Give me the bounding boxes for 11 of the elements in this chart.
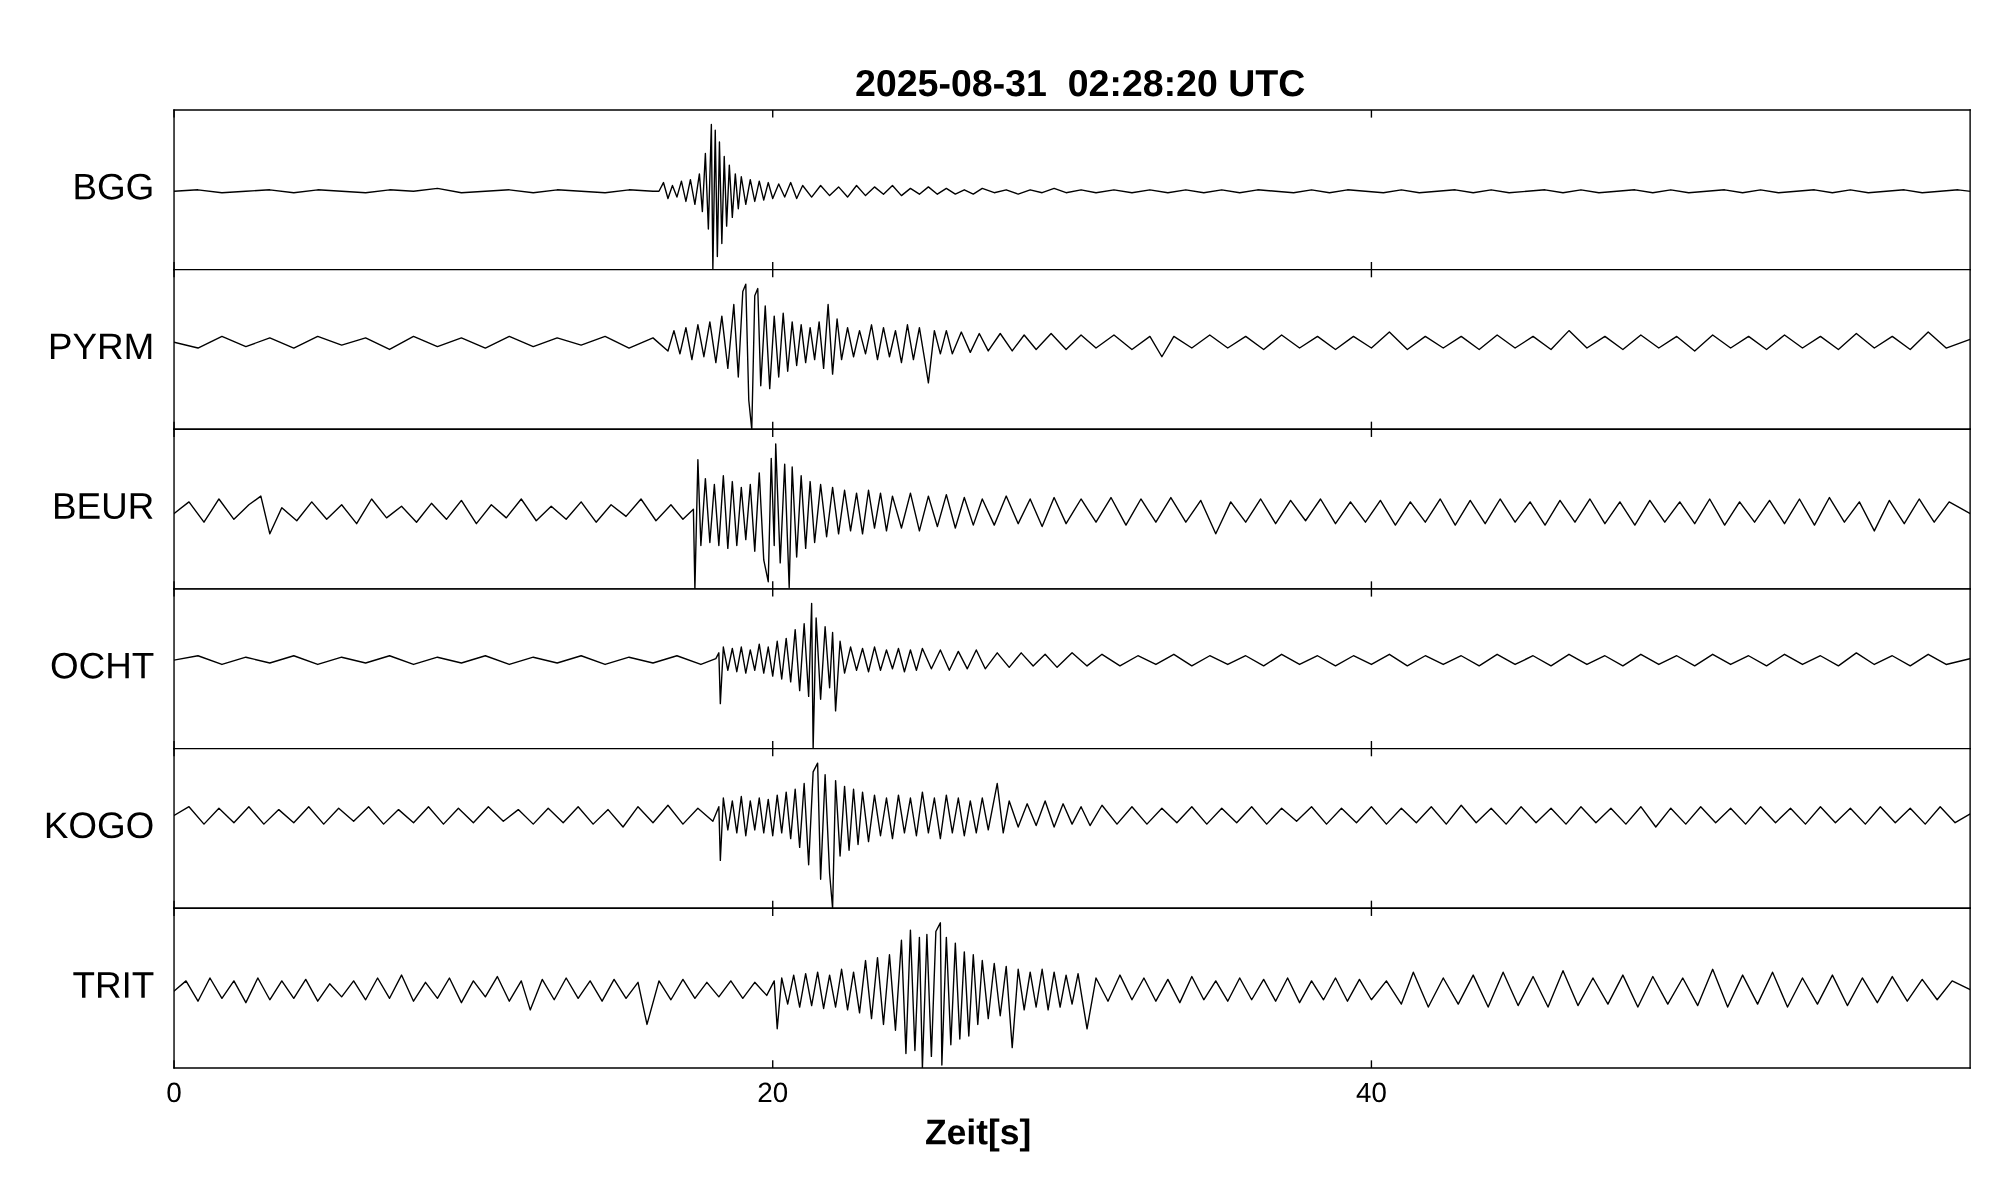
y-axis-title: PYRM — [50, 333, 152, 359]
x-tick-label: 40 — [1356, 1082, 1386, 1103]
y-axis-title: BGG — [75, 173, 152, 200]
x-tick-label: 20 — [758, 1082, 788, 1103]
x-tick-label: 0 — [167, 1082, 181, 1103]
y-axis-title: OCHT — [51, 652, 154, 679]
chart-title: 2025-08-31 02:28:20 UTC — [856, 69, 1305, 97]
y-axis-title: BEUR — [55, 493, 153, 520]
y-axis-title: KOGO — [46, 812, 153, 839]
x-axis-title: Zeit[s] — [926, 1118, 1030, 1152]
y-axis-title: TRIT — [73, 972, 154, 998]
